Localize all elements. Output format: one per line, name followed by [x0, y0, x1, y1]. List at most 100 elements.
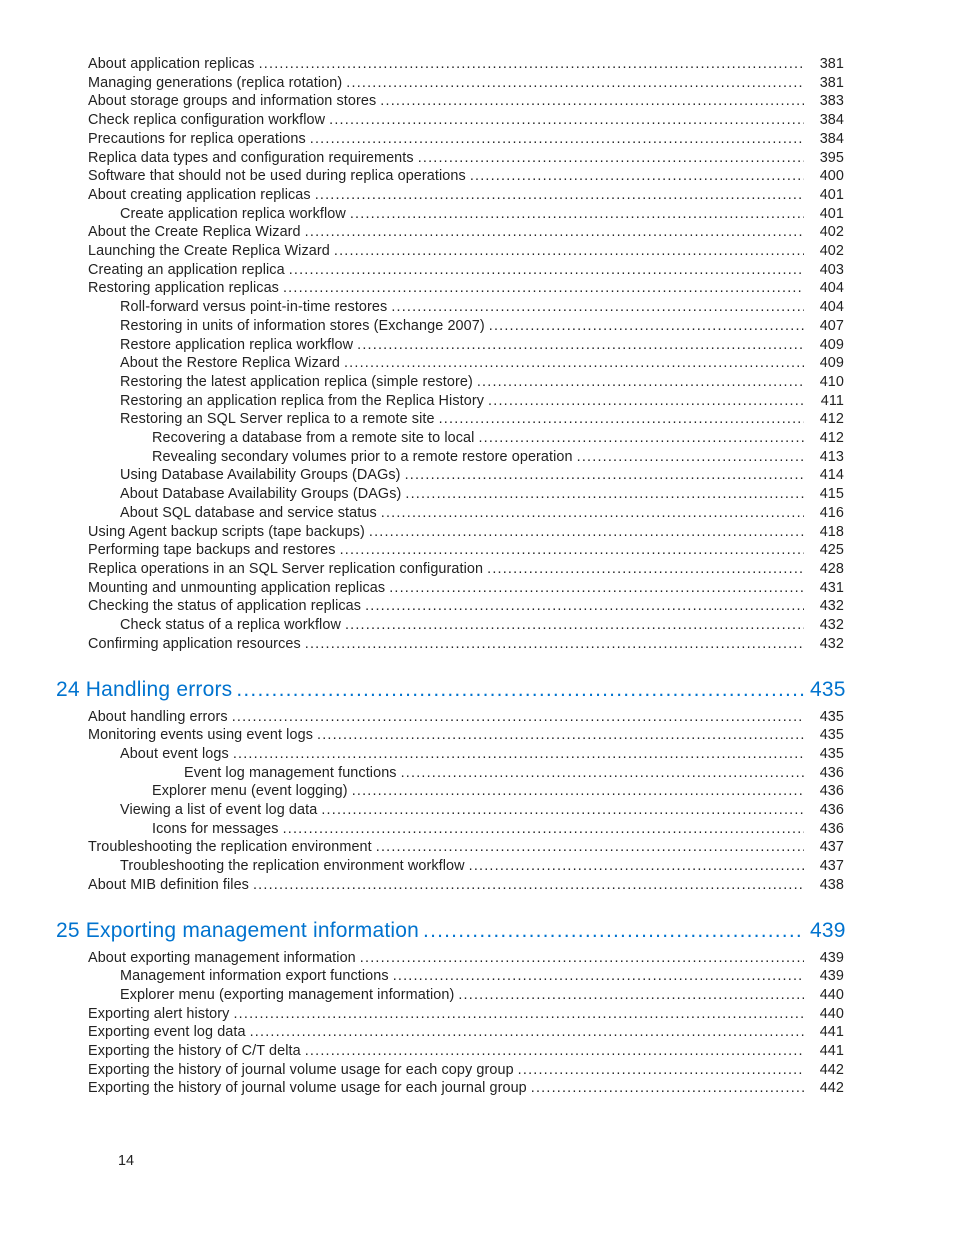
toc-entry-label[interactable]: About handling errors [88, 708, 232, 727]
toc-entry-label[interactable]: Restoring application replicas [88, 279, 283, 298]
toc-entry-label[interactable]: Performing tape backups and restores [88, 541, 340, 560]
toc-page-number[interactable]: 415 [804, 485, 844, 504]
toc-page-number[interactable]: 441 [804, 1023, 844, 1042]
toc-entry-label[interactable]: Recovering a database from a remote site… [152, 429, 478, 448]
toc-page-number[interactable]: 435 [804, 678, 844, 702]
toc-entry-label[interactable]: Restoring the latest application replica… [120, 373, 477, 392]
toc-page-number[interactable]: 440 [804, 986, 844, 1005]
toc-entry-label[interactable]: Replica operations in an SQL Server repl… [88, 560, 487, 579]
toc-entry-label[interactable]: Explorer menu (exporting management info… [120, 986, 458, 1005]
toc-entry-label[interactable]: Revealing secondary volumes prior to a r… [152, 448, 577, 467]
toc-page-number[interactable]: 436 [804, 764, 844, 783]
toc-page-number[interactable]: 402 [804, 242, 844, 261]
toc-page-number[interactable]: 439 [804, 949, 844, 968]
toc-page-number[interactable]: 438 [804, 876, 844, 895]
toc-page-number[interactable]: 435 [804, 745, 844, 764]
toc-entry-label[interactable]: Using Agent backup scripts (tape backups… [88, 523, 369, 542]
toc-page-number[interactable]: 411 [804, 392, 844, 411]
toc-entry-label[interactable]: Managing generations (replica rotation) [88, 74, 346, 93]
toc-entry-label[interactable]: Replica data types and configuration req… [88, 149, 418, 168]
toc-entry-label[interactable]: Checking the status of application repli… [88, 597, 365, 616]
toc-page-number[interactable]: 432 [804, 597, 844, 616]
toc-entry-label[interactable]: Mounting and unmounting application repl… [88, 579, 389, 598]
toc-entry-label[interactable]: About storage groups and information sto… [88, 92, 380, 111]
toc-page-number[interactable]: 384 [804, 130, 844, 149]
toc-entry-label[interactable]: Exporting alert history [88, 1005, 233, 1024]
toc-page-number[interactable]: 440 [804, 1005, 844, 1024]
toc-entry-label[interactable]: Restoring in units of information stores… [120, 317, 489, 336]
toc-entry-label[interactable]: About Database Availability Groups (DAGs… [120, 485, 405, 504]
toc-page-number[interactable]: 410 [804, 373, 844, 392]
toc-chapter-label[interactable]: 25 Exporting management information [56, 919, 423, 943]
toc-page-number[interactable]: 400 [804, 167, 844, 186]
toc-entry-label[interactable]: Viewing a list of event log data [120, 801, 321, 820]
toc-entry-label[interactable]: Roll-forward versus point-in-time restor… [120, 298, 391, 317]
toc-page-number[interactable]: 401 [804, 186, 844, 205]
toc-entry-label[interactable]: About application replicas [88, 55, 259, 74]
toc-page-number[interactable]: 381 [804, 74, 844, 93]
toc-page-number[interactable]: 416 [804, 504, 844, 523]
toc-page-number[interactable]: 432 [804, 635, 844, 654]
toc-entry-label[interactable]: About the Create Replica Wizard [88, 223, 305, 242]
toc-entry-label[interactable]: Event log management functions [184, 764, 401, 783]
toc-entry-label[interactable]: About SQL database and service status [120, 504, 381, 523]
toc-entry-label[interactable]: Create application replica workflow [120, 205, 350, 224]
toc-page-number[interactable]: 436 [804, 820, 844, 839]
toc-entry-label[interactable]: About the Restore Replica Wizard [120, 354, 344, 373]
toc-page-number[interactable]: 432 [804, 616, 844, 635]
toc-entry-label[interactable]: Management information export functions [120, 967, 393, 986]
toc-page-number[interactable]: 409 [804, 336, 844, 355]
toc-entry-label[interactable]: Using Database Availability Groups (DAGs… [120, 466, 405, 485]
toc-entry-label[interactable]: Exporting the history of journal volume … [88, 1079, 531, 1098]
toc-page-number[interactable]: 441 [804, 1042, 844, 1061]
toc-page-number[interactable]: 414 [804, 466, 844, 485]
toc-entry-label[interactable]: Restore application replica workflow [120, 336, 357, 355]
toc-entry-label[interactable]: Software that should not be used during … [88, 167, 470, 186]
toc-page-number[interactable]: 442 [804, 1079, 844, 1098]
toc-entry-label[interactable]: Check status of a replica workflow [120, 616, 345, 635]
toc-entry-label[interactable]: Check replica configuration workflow [88, 111, 329, 130]
toc-page-number[interactable]: 401 [804, 205, 844, 224]
toc-page-number[interactable]: 381 [804, 55, 844, 74]
toc-page-number[interactable]: 404 [804, 279, 844, 298]
toc-entry-label[interactable]: Creating an application replica [88, 261, 289, 280]
toc-entry-label[interactable]: Confirming application resources [88, 635, 305, 654]
toc-entry-label[interactable]: About exporting management information [88, 949, 360, 968]
toc-page-number[interactable]: 412 [804, 410, 844, 429]
toc-page-number[interactable]: 395 [804, 149, 844, 168]
toc-page-number[interactable]: 436 [804, 801, 844, 820]
toc-entry-label[interactable]: Exporting the history of journal volume … [88, 1061, 518, 1080]
toc-entry-label[interactable]: Explorer menu (event logging) [152, 782, 352, 801]
toc-entry-label[interactable]: Troubleshooting the replication environm… [88, 838, 376, 857]
toc-page-number[interactable]: 409 [804, 354, 844, 373]
toc-page-number[interactable]: 404 [804, 298, 844, 317]
toc-entry-label[interactable]: About creating application replicas [88, 186, 315, 205]
toc-entry-label[interactable]: Exporting event log data [88, 1023, 250, 1042]
toc-page-number[interactable]: 412 [804, 429, 844, 448]
toc-page-number[interactable]: 402 [804, 223, 844, 242]
toc-page-number[interactable]: 436 [804, 782, 844, 801]
toc-entry-label[interactable]: About MIB definition files [88, 876, 253, 895]
toc-entry-label[interactable]: Monitoring events using event logs [88, 726, 317, 745]
toc-page-number[interactable]: 431 [804, 579, 844, 598]
toc-entry-label[interactable]: Icons for messages [152, 820, 283, 839]
toc-page-number[interactable]: 425 [804, 541, 844, 560]
toc-page-number[interactable]: 435 [804, 708, 844, 727]
toc-entry-label[interactable]: Restoring an application replica from th… [120, 392, 488, 411]
toc-page-number[interactable]: 384 [804, 111, 844, 130]
toc-entry-label[interactable]: Exporting the history of C/T delta [88, 1042, 305, 1061]
toc-page-number[interactable]: 403 [804, 261, 844, 280]
toc-page-number[interactable]: 437 [804, 857, 844, 876]
toc-page-number[interactable]: 437 [804, 838, 844, 857]
toc-page-number[interactable]: 439 [804, 919, 844, 943]
toc-page-number[interactable]: 383 [804, 92, 844, 111]
toc-entry-label[interactable]: About event logs [120, 745, 233, 764]
toc-entry-label[interactable]: Launching the Create Replica Wizard [88, 242, 334, 261]
toc-page-number[interactable]: 418 [804, 523, 844, 542]
toc-page-number[interactable]: 413 [804, 448, 844, 467]
toc-page-number[interactable]: 435 [804, 726, 844, 745]
toc-entry-label[interactable]: Troubleshooting the replication environm… [120, 857, 469, 876]
toc-entry-label[interactable]: Precautions for replica operations [88, 130, 310, 149]
toc-entry-label[interactable]: Restoring an SQL Server replica to a rem… [120, 410, 439, 429]
toc-page-number[interactable]: 439 [804, 967, 844, 986]
